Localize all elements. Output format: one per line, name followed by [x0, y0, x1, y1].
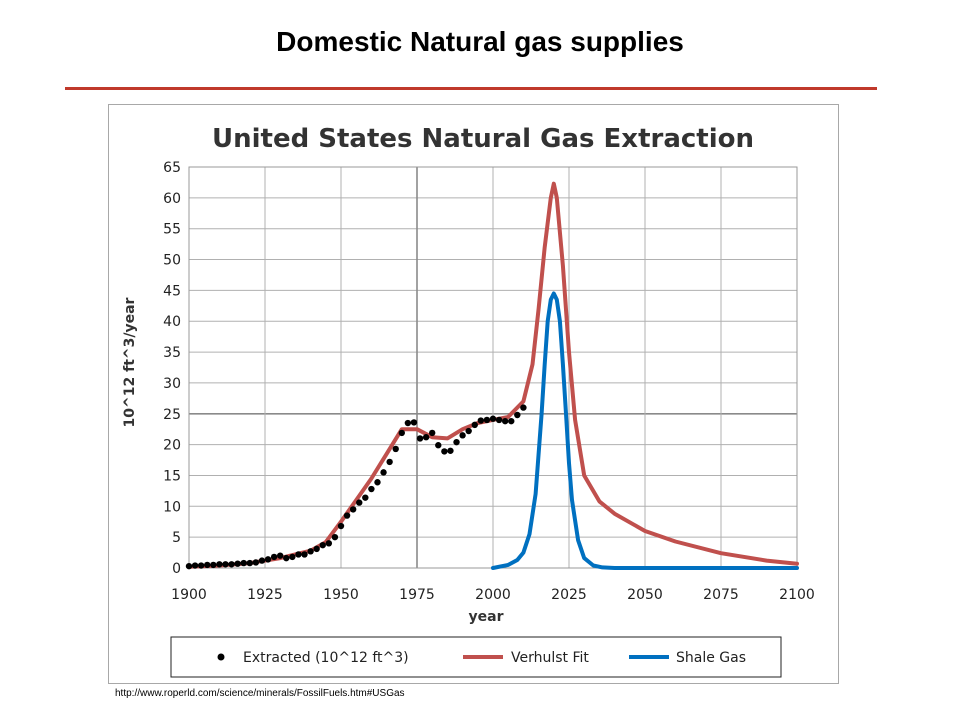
- y-tick-label: 35: [163, 345, 181, 361]
- extracted-point: [483, 416, 491, 424]
- extracted-point: [392, 445, 399, 453]
- y-tick-label: 0: [172, 561, 181, 577]
- extracted-point: [429, 429, 436, 437]
- title-divider: [65, 87, 877, 90]
- y-tick-label: 15: [163, 468, 181, 484]
- extracted-point: [216, 561, 223, 568]
- y-axis-label: 10^12 ft^3/year: [122, 297, 138, 427]
- extracted-point: [368, 485, 375, 493]
- extracted-point: [283, 554, 290, 562]
- extracted-point: [331, 533, 339, 541]
- y-tick-label: 20: [163, 438, 181, 454]
- source-link[interactable]: http://www.roperld.com/science/minerals/…: [115, 688, 405, 699]
- x-tick-label: 2075: [703, 587, 739, 603]
- legend-label-verhulst: Verhulst Fit: [511, 650, 589, 666]
- extracted-point: [441, 448, 448, 455]
- extracted-point: [422, 434, 430, 441]
- x-tick-label: 1975: [399, 587, 435, 603]
- y-tick-label: 25: [163, 407, 181, 423]
- extracted-point: [362, 494, 369, 501]
- legend-label-shale: Shale Gas: [676, 650, 746, 666]
- legend-box: [170, 636, 782, 678]
- extracted-point: [435, 442, 442, 449]
- extracted-point: [410, 419, 418, 426]
- extracted-point: [313, 545, 320, 553]
- extracted-point: [520, 404, 527, 411]
- x-tick-label: 1950: [323, 587, 359, 603]
- gas-extraction-chart: United States Natural Gas Extraction 0 5 10…: [122, 124, 815, 678]
- y-tick-label: 60: [163, 191, 181, 207]
- extracted-point: [453, 438, 460, 446]
- extracted-point: [447, 447, 454, 454]
- extracted-point: [349, 506, 357, 513]
- extracted-point: [277, 552, 284, 559]
- x-tick-label: 1925: [247, 587, 283, 603]
- shale-gas-line: [491, 291, 799, 570]
- extracted-point: [289, 553, 296, 561]
- extracted-point: [514, 411, 521, 419]
- extracted-point: [240, 559, 247, 567]
- extracted-point: [295, 551, 302, 558]
- extracted-point: [301, 551, 308, 558]
- extracted-point: [228, 561, 235, 568]
- y-tick-label: 40: [163, 314, 181, 330]
- extracted-point: [307, 548, 314, 555]
- extracted-point: [252, 559, 260, 566]
- extracted-point: [210, 561, 217, 569]
- extracted-point: [380, 469, 387, 476]
- x-tick-label: 2100: [779, 587, 815, 603]
- extracted-point: [471, 421, 478, 429]
- extracted-point: [258, 557, 266, 564]
- y-tick-label: 5: [172, 530, 181, 546]
- extracted-point: [404, 419, 412, 427]
- extracted-point: [270, 553, 278, 561]
- x-tick-label: 2025: [551, 587, 587, 603]
- x-axis-label: year: [469, 609, 504, 625]
- extracted-point: [489, 415, 497, 422]
- y-tick-label: 30: [163, 376, 181, 392]
- extracted-point: [495, 416, 503, 424]
- extracted-point: [398, 429, 405, 437]
- extracted-point: [197, 562, 205, 569]
- extracted-point: [465, 427, 472, 435]
- extracted-point: [343, 512, 351, 519]
- extracted-point: [264, 556, 272, 563]
- legend-label-extracted: Extracted (10^12 ft^3): [243, 650, 409, 666]
- legend-marker-extracted: [217, 653, 225, 661]
- y-tick-label: 50: [163, 253, 181, 269]
- extracted-point: [222, 561, 229, 568]
- extracted-point: [337, 522, 345, 530]
- y-tick-label: 65: [163, 160, 181, 176]
- extracted-point: [204, 561, 211, 569]
- extracted-point: [501, 417, 509, 425]
- x-tick-label: 2050: [627, 587, 663, 603]
- extracted-point: [234, 560, 241, 567]
- slide-title: Domestic Natural gas supplies: [276, 26, 684, 57]
- chart-title: United States Natural Gas Extraction: [212, 124, 754, 154]
- extracted-point: [356, 499, 363, 506]
- chart-frame: United States Natural Gas Extraction 0 5 10…: [108, 104, 839, 684]
- extracted-point: [374, 479, 381, 486]
- extracted-point: [508, 417, 515, 425]
- extracted-point: [191, 562, 199, 569]
- extracted-point: [319, 541, 326, 549]
- y-tick-label: 45: [163, 283, 181, 299]
- extracted-point: [185, 562, 193, 570]
- y-tick-label: 10: [163, 499, 181, 515]
- x-tick-label: 1900: [171, 587, 207, 603]
- extracted-point: [416, 435, 424, 442]
- extracted-point: [325, 540, 333, 547]
- extracted-point: [459, 432, 466, 439]
- x-tick-label: 2000: [475, 587, 511, 603]
- extracted-point: [477, 417, 485, 424]
- extracted-point: [386, 458, 393, 466]
- y-tick-label: 55: [163, 222, 181, 238]
- extracted-point: [246, 559, 253, 567]
